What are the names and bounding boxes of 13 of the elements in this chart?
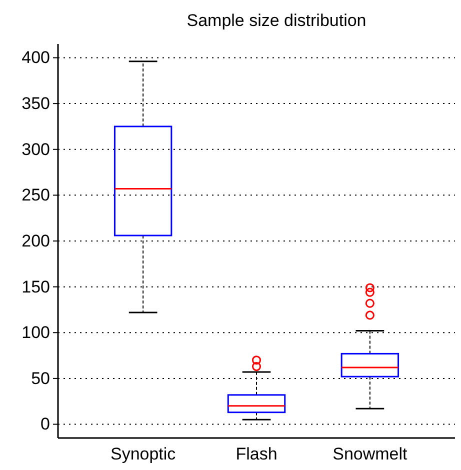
y-tick-label: 250 [22,186,50,205]
y-tick-label: 100 [22,323,50,342]
x-tick-label: Synoptic [110,444,176,464]
y-tick-label: 0 [40,414,50,434]
x-tick-label: Flash [236,444,278,464]
y-tick-label: 150 [22,277,50,296]
x-tick-label: Snowmelt [332,444,408,464]
y-tick-label: 400 [22,48,50,68]
chart-title: Sample size distribution [186,11,366,30]
y-tick-label: 300 [22,140,50,159]
y-tick-label: 50 [31,368,50,388]
y-tick-label: 200 [22,231,50,250]
y-tick-label: 350 [22,94,50,113]
